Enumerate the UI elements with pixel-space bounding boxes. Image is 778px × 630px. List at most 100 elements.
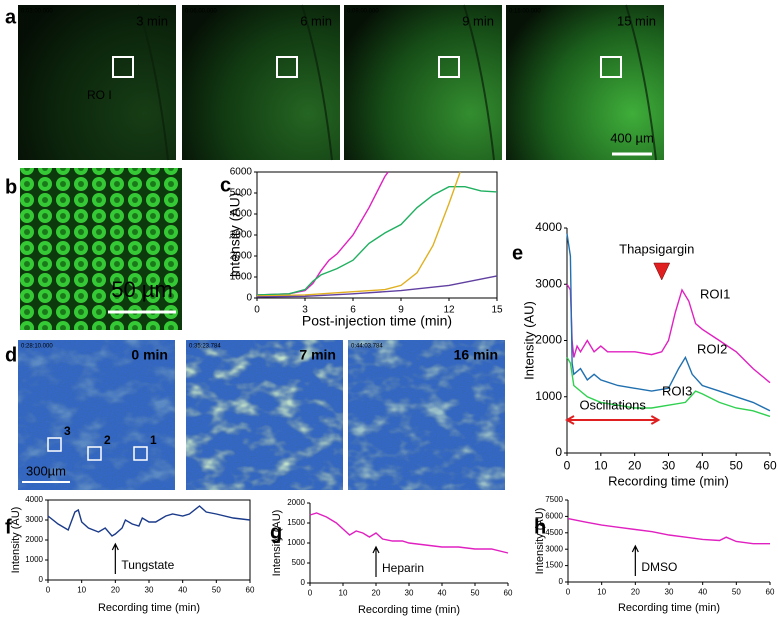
time-label: 6 min [300,13,332,28]
data-line [256,171,461,297]
timestamp: 0:09:00.000 [347,9,379,15]
panel-letter: b [5,176,17,198]
fluorescence [344,5,502,160]
x-tick-label: 20 [111,586,120,595]
time-label: 0 min [131,347,168,363]
event-arrow [372,545,380,577]
timestamp: 0:03:00.000 [21,9,53,15]
annotation: Thapsigargin [619,241,694,256]
x-tick-label: 30 [665,588,674,597]
x-tick-label: 40 [698,588,707,597]
roi-box [87,446,102,461]
y-tick-label: 0 [555,445,562,459]
timestamp: 0:15:00.000 [509,9,541,15]
y-tick-label: 1000 [287,538,305,547]
x-tick-label: 12 [443,305,455,316]
roi-box [600,56,622,78]
scale-label: 50 µm [111,277,173,302]
roi-number: 2 [104,433,111,447]
panel-letter: e [512,242,523,264]
signal [348,340,505,490]
y-tick-label: 500 [292,558,306,567]
x-tick-label: 60 [504,589,513,598]
y-tick-label: 3000 [535,276,562,290]
panel-letter: d [5,344,17,366]
x-tick-label: 40 [178,586,187,595]
y-tick-label: 3000 [25,515,43,524]
x-tick-label: 50 [732,588,741,597]
x-tick-label: 50 [729,459,743,473]
panel-letter: a [5,6,17,28]
timestamp: 0:44:03.784 [351,344,383,350]
x-tick-label: 0 [308,589,313,598]
x-tick-label: 30 [662,459,676,473]
x-tick-label: 0 [564,459,571,473]
data-line [256,275,498,298]
y-tick-label: 2000 [535,333,562,347]
y-tick-label: 1000 [230,272,253,283]
event-arrow [111,542,119,574]
x-tick-label: 9 [398,305,404,316]
y-tick-label: 5000 [230,188,253,199]
panel-letter: c [220,174,231,196]
x-tick-label: 10 [77,586,86,595]
x-tick-label: 40 [438,589,447,598]
y-tick-label: 0 [39,575,44,584]
x-axis-label: Recording time (min) [608,473,729,488]
x-axis-label: Post-injection time (min) [302,313,452,329]
data-line [256,186,498,296]
y-tick-label: 1000 [535,389,562,403]
x-tick-label: 40 [696,459,710,473]
data-line [256,171,389,296]
data-line [566,283,771,384]
time-label: 3 min [136,13,168,28]
x-tick-label: 6 [350,305,356,316]
roi-label: RO I [87,88,112,102]
x-tick-label: 10 [339,589,348,598]
scale-label: 400 µm [610,130,654,145]
fluorescence [182,5,340,160]
y-axis-label: Intensity (AU) [10,507,22,574]
y-tick-label: 0 [246,293,252,304]
panel-letter: f [5,516,12,538]
y-tick-label: 4000 [25,495,43,504]
y-tick-label: 2000 [25,535,43,544]
micrograph [20,168,182,330]
y-tick-label: 4000 [535,220,562,234]
roi-box [276,56,298,78]
y-axis-label: Intensity (AU) [227,193,243,278]
roi-number: 3 [64,424,71,438]
y-tick-label: 0 [559,577,564,586]
x-tick-label: 3 [302,305,308,316]
x-tick-label: 15 [491,305,503,316]
panel-letter: g [270,521,282,543]
y-tick-label: 4500 [545,528,563,537]
series-label: ROI2 [697,341,727,356]
x-axis-label: Recording time (min) [618,602,720,614]
x-tick-label: 0 [254,305,260,316]
x-tick-label: 10 [597,588,606,597]
annotation: DMSO [641,560,677,574]
x-tick-label: 20 [628,459,642,473]
time-label: 9 min [462,13,494,28]
y-tick-label: 1000 [25,555,43,564]
vessel [625,4,657,161]
y-tick-label: 2000 [287,498,305,507]
x-tick-label: 0 [46,586,51,595]
x-tick-label: 30 [145,586,154,595]
data-line [566,357,771,418]
x-axis-label: Recording time (min) [98,602,200,614]
y-tick-label: 3000 [230,230,253,241]
data-line [567,517,770,545]
series-label: ROI3 [662,383,692,398]
x-tick-label: 50 [471,589,480,598]
y-axis-label: Intensity (AU) [271,510,283,577]
y-tick-label: 6000 [545,512,563,521]
x-tick-label: 50 [212,586,221,595]
roi-box [133,446,148,461]
y-tick-label: 2000 [230,251,253,262]
y-tick-label: 6000 [230,167,253,178]
x-tick-label: 60 [246,586,255,595]
